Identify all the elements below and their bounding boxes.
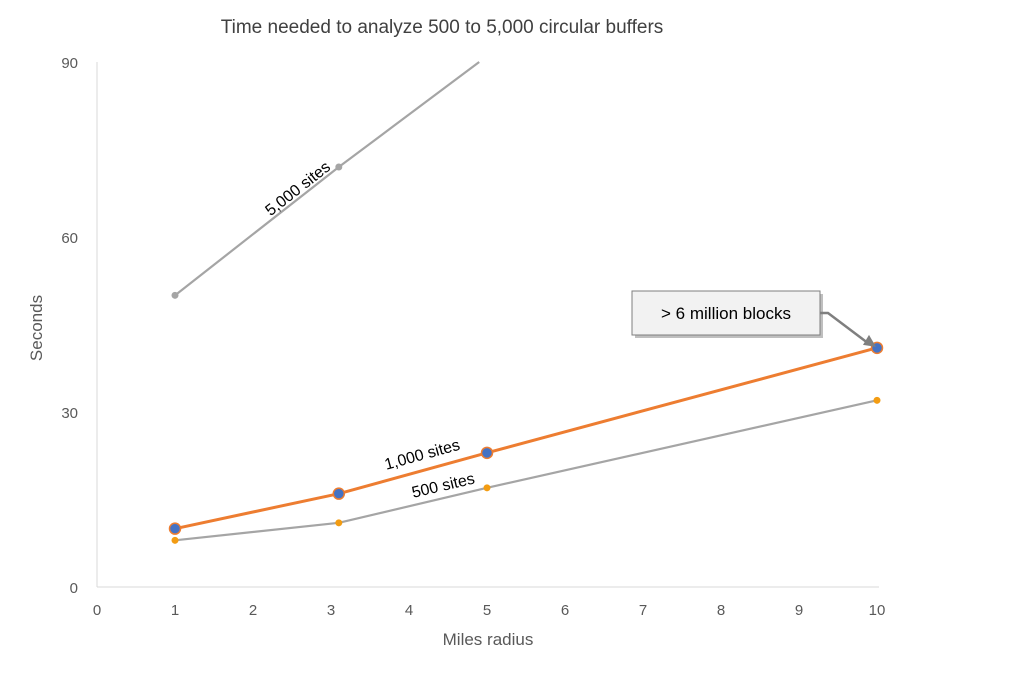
series-label: 1,000 sites — [383, 437, 462, 474]
x-tick-label: 3 — [327, 602, 335, 619]
callout-text: > 6 million blocks — [661, 304, 791, 323]
x-tick-label: 7 — [639, 602, 647, 619]
x-tick-label: 4 — [405, 602, 413, 619]
x-tick-label: 9 — [795, 602, 803, 619]
x-tick-label: 2 — [249, 602, 257, 619]
series-markers — [168, 163, 884, 544]
callout: > 6 million blocks — [631, 290, 876, 347]
x-axis-title: Miles radius — [443, 630, 534, 649]
x-tick-label: 10 — [869, 602, 886, 619]
y-tick-labels: 0 30 60 90 — [61, 55, 78, 597]
x-tick-label: 6 — [561, 602, 569, 619]
data-point — [332, 487, 346, 500]
y-tick-label: 0 — [70, 580, 78, 597]
data-point — [480, 446, 494, 460]
data-point — [335, 163, 343, 171]
x-tick-label: 1 — [171, 602, 179, 619]
data-point — [483, 484, 491, 492]
data-point — [171, 291, 179, 299]
callout-arrowhead — [863, 334, 876, 347]
x-tick-label: 5 — [483, 602, 491, 619]
series-label: 5,000 sites — [262, 159, 333, 220]
data-point — [873, 396, 881, 404]
data-point — [171, 536, 179, 544]
chart-title: Time needed to analyze 500 to 5,000 circ… — [221, 17, 664, 38]
data-point — [168, 522, 182, 535]
x-tick-label: 0 — [93, 602, 101, 619]
x-tick-labels: 0 1 2 3 4 5 6 7 8 9 10 — [93, 602, 886, 619]
series-line — [174, 346, 878, 531]
series-line — [174, 399, 878, 542]
series-line — [174, 61, 480, 297]
y-tick-label: 90 — [61, 55, 78, 72]
y-tick-label: 30 — [61, 405, 78, 422]
callout-connector — [820, 311, 870, 345]
y-tick-label: 60 — [61, 230, 78, 247]
y-axis-title: Seconds — [27, 295, 46, 361]
data-point — [335, 519, 343, 527]
x-tick-label: 8 — [717, 602, 725, 619]
